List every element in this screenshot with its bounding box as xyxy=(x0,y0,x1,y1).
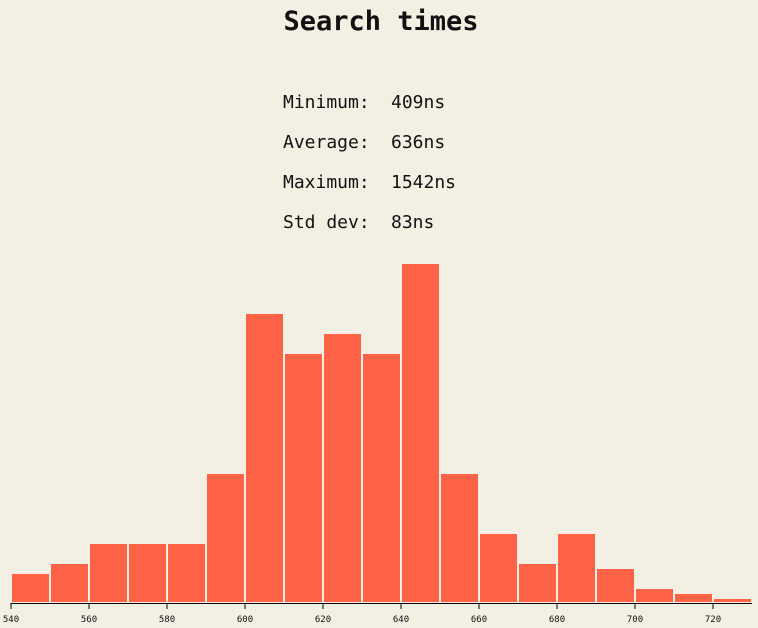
stat-maximum: Maximum: 1542ns xyxy=(283,172,456,212)
stat-stddev-value: 83ns xyxy=(391,212,435,233)
histogram-bar xyxy=(88,542,129,604)
stat-minimum: Minimum: 409ns xyxy=(283,92,456,132)
x-tick-label: 580 xyxy=(159,615,175,625)
histogram-bar xyxy=(205,472,246,604)
x-tick-label: 540 xyxy=(3,615,19,625)
x-tick-label: 560 xyxy=(81,615,97,625)
histogram-bar xyxy=(439,472,480,604)
stat-stddev: Std dev: 83ns xyxy=(283,212,456,252)
histogram-bar xyxy=(127,542,168,604)
histogram-bar xyxy=(166,542,207,604)
stat-stddev-label: Std dev: xyxy=(283,212,370,233)
histogram-bar xyxy=(400,262,441,604)
histogram-bar xyxy=(49,562,90,604)
histogram-bar xyxy=(673,592,714,604)
histogram-bar xyxy=(634,587,675,604)
histogram-bar xyxy=(517,562,558,604)
x-tick-label: 640 xyxy=(393,615,409,625)
chart-title: Search times xyxy=(283,6,479,37)
histogram-bar xyxy=(595,567,636,604)
histogram-bar xyxy=(283,352,324,604)
stat-maximum-value: 1542ns xyxy=(391,172,457,193)
x-axis: 540 560 580 600 620 640 660 680 700 720 xyxy=(3,603,752,625)
x-tick-label: 680 xyxy=(549,615,565,625)
stats-panel: Minimum: 409ns Average: 636ns Maximum: 1… xyxy=(283,92,456,252)
x-tick-label: 660 xyxy=(471,615,487,625)
x-tick-label: 700 xyxy=(627,615,643,625)
histogram-bar xyxy=(478,532,519,604)
histogram-bar xyxy=(712,597,753,604)
x-tick-label: 600 xyxy=(237,615,253,625)
histogram-bar xyxy=(10,572,51,604)
histogram-bar xyxy=(361,352,402,604)
stat-minimum-label: Minimum: xyxy=(283,92,370,113)
stat-average-label: Average: xyxy=(283,132,370,153)
stat-minimum-value: 409ns xyxy=(391,92,446,113)
histogram-bar xyxy=(244,312,285,604)
histogram-bars xyxy=(10,262,753,604)
stat-maximum-label: Maximum: xyxy=(283,172,370,193)
x-tick-label: 720 xyxy=(705,615,721,625)
stat-average-value: 636ns xyxy=(391,132,446,153)
x-tick-label: 620 xyxy=(315,615,331,625)
stat-average: Average: 636ns xyxy=(283,132,456,172)
histogram-bar xyxy=(556,532,597,604)
histogram-bar xyxy=(322,332,363,604)
